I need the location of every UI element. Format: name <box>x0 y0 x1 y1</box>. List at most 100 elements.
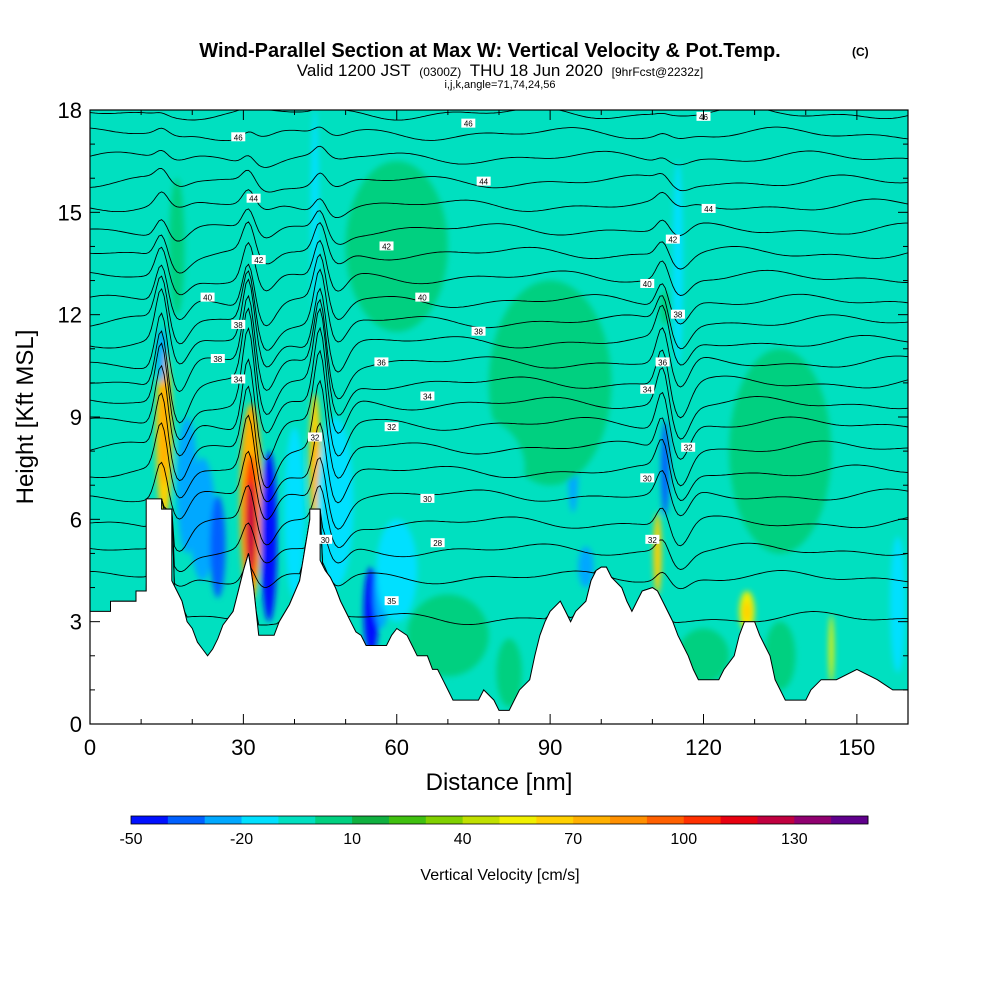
contour-label-bg <box>384 422 399 432</box>
x-axis-label: Distance [nm] <box>426 769 573 796</box>
colorbar-label: Vertical Velocity [cm/s] <box>420 867 579 884</box>
contour-label-12: 38 <box>231 319 246 330</box>
velocity-cell-36 <box>775 178 837 315</box>
velocity-cell-22 <box>660 290 671 325</box>
contour-label-19: 34 <box>420 391 435 402</box>
colorbar-tick-label-0: -50 <box>119 831 142 848</box>
theta-contour-19 <box>90 145 908 168</box>
velocity-cell-13 <box>284 427 305 598</box>
velocity-cell-26 <box>890 536 906 673</box>
theta-contour-2 <box>90 498 908 572</box>
contour-label-5: 44 <box>701 203 716 214</box>
velocity-cell-21 <box>653 512 662 595</box>
velocity-cell-34 <box>488 280 612 486</box>
contour-label-1: 46 <box>461 118 476 129</box>
contour-label-text: 34 <box>423 393 432 402</box>
theta-contours <box>90 110 908 626</box>
colorbar-swatch-5 <box>315 816 353 824</box>
theta-contour-14 <box>90 239 908 296</box>
contour-label-text: 46 <box>464 120 473 129</box>
contour-label-bg <box>701 203 716 213</box>
theta-contour-16 <box>90 208 908 245</box>
theta-contour-9 <box>90 307 908 424</box>
contour-label-23: 32 <box>681 442 696 453</box>
velocity-cell-39 <box>100 382 131 520</box>
contour-label-bg <box>251 255 266 265</box>
velocity-cell-37 <box>560 127 643 230</box>
contour-label-text: 28 <box>433 539 442 548</box>
contour-label-8: 42 <box>665 234 680 245</box>
colorbar: -50 -20 10 40 70 100 130 <box>119 815 869 848</box>
theta-contour-11 <box>90 278 908 373</box>
theta-contour-10 <box>90 294 908 400</box>
colorbar-tick-label-1: -20 <box>230 831 253 848</box>
velocity-cell-9 <box>310 110 320 315</box>
theta-contour-0 <box>90 498 908 626</box>
contour-label-text: 38 <box>213 355 222 364</box>
colorbar-tick-label-3: 40 <box>454 831 472 848</box>
contour-label-bg <box>374 357 389 367</box>
contour-label-text: 40 <box>643 280 652 289</box>
velocity-cell-33 <box>345 161 448 332</box>
velocity-cell-32 <box>169 178 185 315</box>
terrain-mask <box>90 498 908 724</box>
colorbar-swatch-13 <box>610 816 648 824</box>
contour-label-4: 44 <box>476 176 491 187</box>
y-tick-label-3: 9 <box>70 405 82 430</box>
contour-label-22: 32 <box>384 422 399 432</box>
contour-label-bg <box>645 534 660 544</box>
y-tick-label-6: 18 <box>58 98 82 123</box>
colorbar-swatch-14 <box>646 816 685 824</box>
contour-label-text: 44 <box>249 195 258 204</box>
contour-label-9: 40 <box>200 292 215 303</box>
contour-label-28: 32 <box>645 534 660 545</box>
contour-label-bg <box>415 292 430 302</box>
contour-label-text: 32 <box>387 423 396 432</box>
subtitle-forecast: [9hrFcst@2232z] <box>612 65 704 79</box>
x-tick-label-2: 60 <box>385 735 409 760</box>
contour-label-text: 44 <box>704 205 713 214</box>
contour-label-16: 36 <box>374 357 389 367</box>
colorbar-swatch-11 <box>536 816 574 824</box>
velocity-cell-19 <box>578 546 594 588</box>
title-mark: (C) <box>852 45 869 59</box>
contour-label-bg <box>471 326 486 336</box>
contour-label-bg <box>231 374 246 384</box>
contour-label-bg <box>430 538 445 548</box>
contour-label-bg <box>420 391 435 401</box>
contour-label-text: 38 <box>673 311 682 320</box>
y-tick-label-4: 12 <box>58 303 82 328</box>
colorbar-swatch-3 <box>241 816 279 824</box>
contour-label-18: 34 <box>231 374 246 384</box>
contour-label-text: 32 <box>684 444 693 453</box>
contour-label-10: 40 <box>415 292 430 303</box>
theta-contour-5 <box>90 414 908 504</box>
contour-label-text: 30 <box>321 536 330 545</box>
contour-label-text: 34 <box>643 386 652 395</box>
contour-label-6: 42 <box>251 255 266 265</box>
contour-label-3: 44 <box>246 193 261 204</box>
contour-label-bg <box>655 357 670 367</box>
contour-label-text: 44 <box>479 178 488 187</box>
colorbar-swatch-2 <box>204 816 243 824</box>
theta-contour-17 <box>90 189 908 219</box>
theta-contour-20 <box>90 126 908 142</box>
colorbar-swatch-16 <box>720 816 758 824</box>
contour-label-14: 38 <box>670 309 685 320</box>
colorbar-swatch-17 <box>757 816 795 824</box>
contour-label-text: 40 <box>203 294 212 303</box>
contour-label-26: 30 <box>318 534 333 545</box>
contour-label-bg <box>318 534 333 544</box>
theta-contour-12 <box>90 268 908 351</box>
contour-label-bg <box>670 309 685 319</box>
velocity-cell-31 <box>672 161 684 366</box>
contour-label-bg <box>246 193 261 203</box>
theta-contour-18 <box>90 167 908 193</box>
subtitle-utc: (0300Z) <box>419 65 461 79</box>
velocity-cell-24 <box>742 601 752 622</box>
contour-label-bg <box>640 473 655 483</box>
contour-label-bg <box>307 432 322 442</box>
contour-label-text: 36 <box>377 358 386 367</box>
contour-label-text: 38 <box>474 328 483 337</box>
theta-contour-15 <box>90 221 908 274</box>
